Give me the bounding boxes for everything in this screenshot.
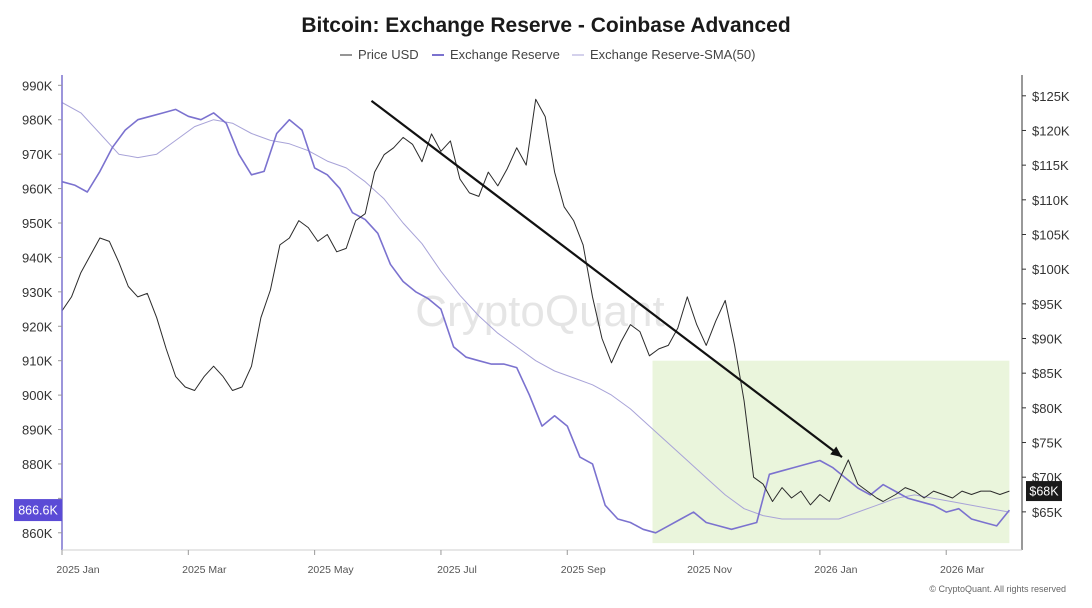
left-tick-label: 890K: [22, 423, 53, 438]
right-tick-label: $125K: [1032, 89, 1070, 104]
left-tick-label: 910K: [22, 354, 53, 369]
x-tick-label: 2025 Sep: [561, 564, 606, 576]
right-tick-label: $65K: [1032, 505, 1063, 520]
left-tick-label: 950K: [22, 216, 53, 231]
left-current-value: 866.6K: [18, 504, 58, 518]
left-tick-label: 920K: [22, 319, 53, 334]
trend-arrow-line: [370, 99, 843, 458]
right-tick-label: $110K: [1032, 193, 1069, 208]
x-tick-label: 2026 Jan: [814, 564, 857, 576]
legend-item-sma[interactable]: Exchange Reserve-SMA(50): [572, 47, 755, 62]
highlight-region: [652, 360, 1010, 544]
left-tick-label: 980K: [22, 113, 53, 128]
plot-lines: [61, 98, 1011, 534]
series-line-exchange-reserve-sma-50: [61, 102, 1010, 520]
x-tick-label: 2025 Jul: [437, 564, 477, 576]
left-axis-ticks: 860K 880K 890K 900K 910K 920K 930K 940K 950K 960K…: [22, 78, 62, 541]
right-tick-label: $95K: [1032, 297, 1063, 312]
left-current-badge-bg: [14, 499, 62, 522]
left-tick-label: 860K: [22, 526, 53, 541]
x-tick-label: 2025 Mar: [182, 564, 227, 576]
right-tick-label: $115K: [1032, 158, 1069, 173]
legend-item-price[interactable]: Price USD: [340, 47, 419, 62]
x-tick-label: 2025 May: [308, 564, 355, 576]
legend-label-price: Price USD: [358, 47, 419, 62]
right-current-value: $68K: [1029, 485, 1059, 499]
x-tick-label: 2025 Nov: [687, 564, 733, 576]
left-current-badge: 866.6K: [14, 499, 62, 522]
series-line-exchange-reserve: [61, 108, 1011, 534]
right-axis-ticks: $65K$70K$75K$80K$85K$90K$95K$100K$105K$1…: [1022, 89, 1070, 520]
x-tick-label: 2025 Jan: [56, 564, 99, 576]
legend-label-exchange-reserve: Exchange Reserve: [450, 47, 560, 62]
right-tick-label: $85K: [1032, 366, 1063, 381]
right-tick-label: $80K: [1032, 401, 1063, 416]
copyright-notice: © CryptoQuant. All rights reserved: [929, 584, 1066, 594]
legend: Price USD Exchange Reserve Exchange Rese…: [340, 47, 755, 62]
right-current-badge: $68K: [1026, 481, 1062, 502]
left-tick-label: 900K: [22, 388, 53, 403]
right-tick-label: $75K: [1032, 436, 1063, 451]
left-tick-label: 990K: [22, 78, 53, 93]
right-tick-label: $120K: [1032, 123, 1070, 138]
series-line-price-usd: [61, 98, 1010, 506]
left-tick-label: 940K: [22, 250, 53, 265]
watermark: CryptoQuant: [415, 287, 664, 336]
x-tick-label: 2026 Mar: [940, 564, 985, 576]
legend-item-exchange-reserve[interactable]: Exchange Reserve: [432, 47, 560, 62]
left-tick-label: 930K: [22, 285, 53, 300]
right-tick-label: $90K: [1032, 332, 1063, 347]
left-tick-label: 880K: [22, 457, 53, 472]
right-current-badge-bg: [1026, 481, 1062, 502]
trend-arrow-head: [830, 446, 842, 458]
left-tick-label: 970K: [22, 147, 53, 162]
left-tick-label: 960K: [22, 182, 53, 197]
right-tick-label: $100K: [1032, 262, 1070, 277]
x-axis-ticks: 2025 Jan 2025 Mar 2025 May 2025 Jul 2025 Sep…: [56, 550, 985, 576]
legend-label-sma: Exchange Reserve-SMA(50): [590, 47, 755, 62]
chart-title: Bitcoin: Exchange Reserve - Coinbase Adv…: [301, 14, 790, 37]
right-tick-label: $105K: [1032, 227, 1070, 242]
